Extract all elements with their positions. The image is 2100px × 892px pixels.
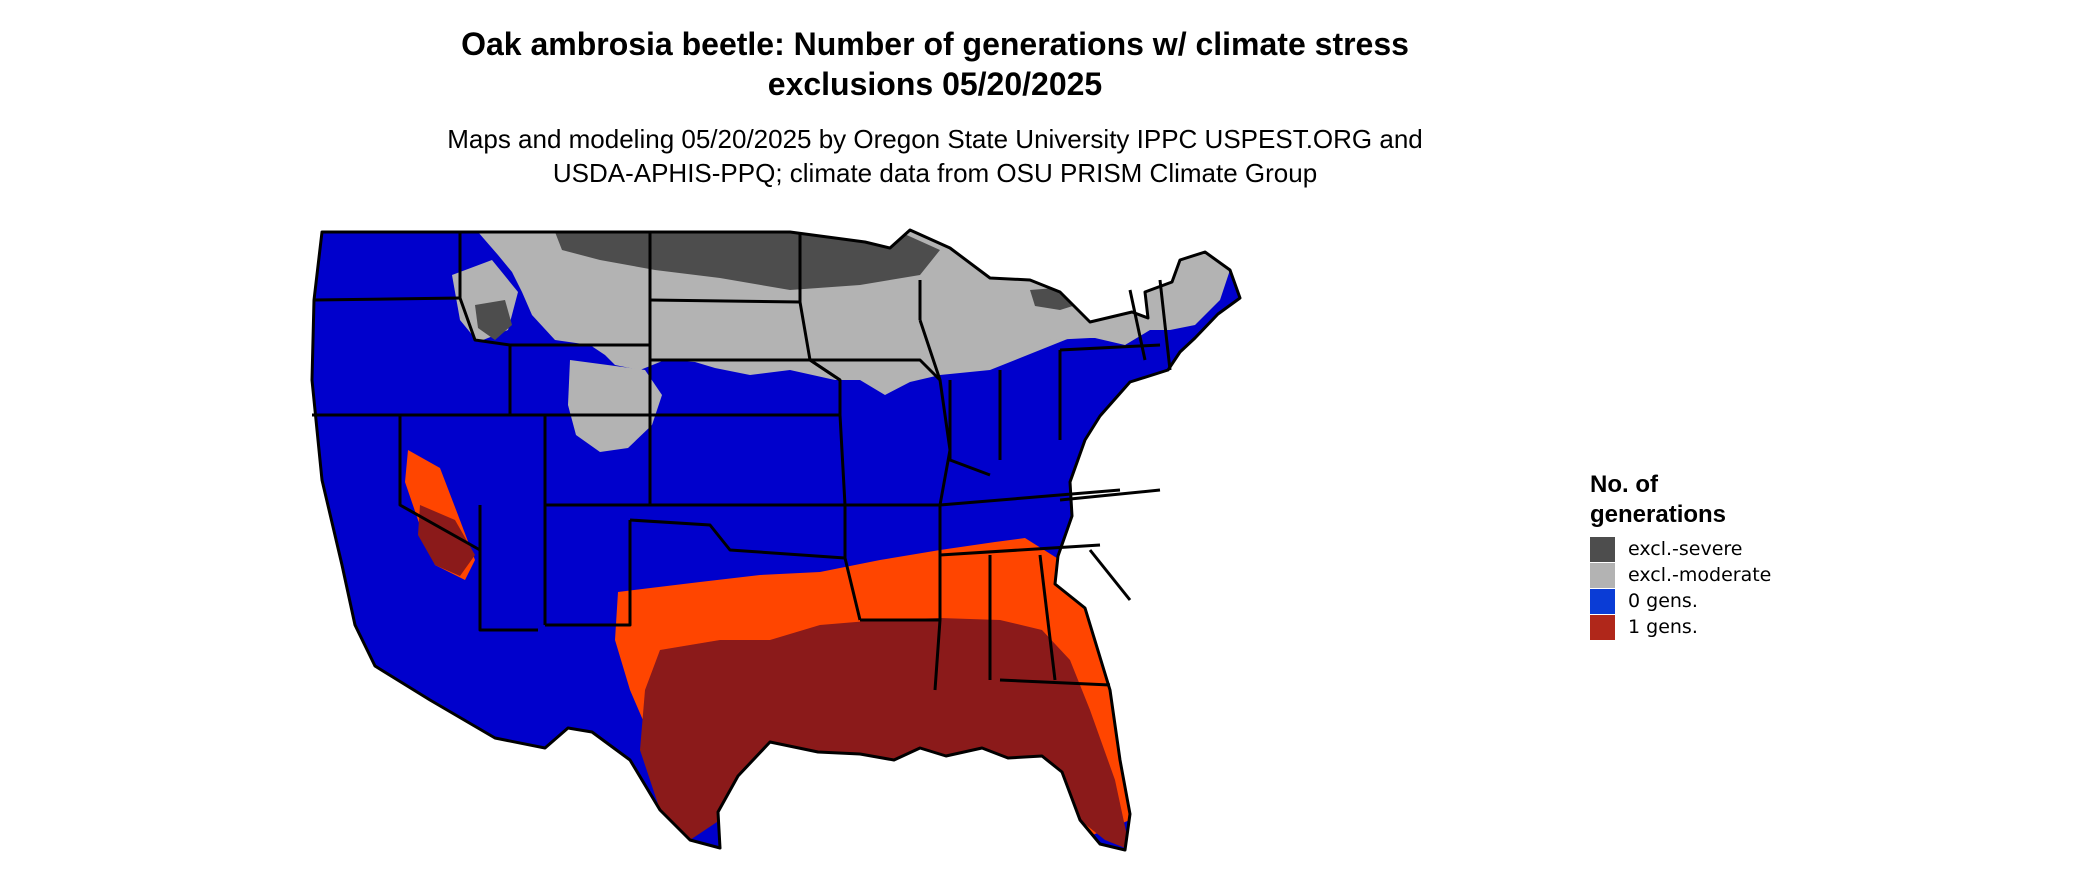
border-ny-vt — [1128, 289, 1147, 361]
border-tn-south — [939, 543, 1101, 557]
one-gen-red-gulf — [640, 618, 1130, 850]
border-nd-sd — [649, 298, 801, 304]
excl-severe-upper-michigan — [1030, 286, 1092, 310]
border-az-nm — [478, 505, 538, 632]
legend-items: excl.-severe excl.-moderate 0 gens. 1 gens. — [1590, 536, 1850, 640]
us-outline — [310, 228, 1242, 852]
border-va-nc — [1059, 488, 1161, 502]
excl-moderate-colorado — [568, 360, 662, 452]
border-nv-az — [398, 415, 481, 552]
legend-item: 0 gens. — [1590, 588, 1850, 614]
legend-swatch — [1590, 536, 1615, 562]
border-ky-tn — [939, 488, 1121, 507]
legend-swatch — [1590, 614, 1615, 640]
map-title-line-2: exclusions 05/20/2025 — [767, 66, 1103, 102]
map-legend: No. of generations excl.-severe excl.-mod… — [1590, 470, 1850, 640]
border-ga-fl — [999, 678, 1111, 687]
legend-swatch — [1590, 562, 1615, 588]
legend-label: 0 gens. — [1628, 590, 1698, 612]
us-generations-map — [310, 228, 1242, 852]
border-ia-mo — [810, 358, 942, 382]
legend-label: excl.-severe — [1628, 538, 1743, 560]
excl-severe-wyoming-patch — [475, 300, 512, 340]
legend-title-line-2: generations — [1590, 501, 1727, 528]
state-borders — [310, 228, 1242, 852]
border-mn-wi-ia — [798, 232, 862, 621]
legend-swatch — [1590, 588, 1615, 614]
map-subtitle: Maps and modeling 05/20/2025 by Oregon S… — [0, 122, 1870, 190]
border-mississippi-river — [918, 319, 952, 691]
legend-label: excl.-moderate — [1628, 564, 1772, 586]
legend-title-line-1: No. of — [1590, 471, 1658, 498]
map-title-line-1: Oak ambrosia beetle: Number of generatio… — [461, 26, 1409, 62]
legend-item: excl.-severe — [1590, 536, 1850, 562]
border-new-england — [1158, 279, 1172, 371]
map-subtitle-line-1: Maps and modeling 05/20/2025 by Oregon S… — [447, 124, 1423, 154]
border-nm-tx — [545, 520, 632, 627]
border-ga-sc — [1088, 549, 1132, 601]
border-id-wyo — [458, 232, 512, 415]
border-ok-tx — [629, 518, 846, 560]
map-title: Oak ambrosia beetle: Number of generatio… — [0, 24, 1870, 104]
legend-item: 1 gens. — [1590, 614, 1850, 640]
legend-title: No. of generations — [1590, 470, 1850, 530]
border-il-in — [948, 380, 991, 477]
border-wa-or — [313, 296, 461, 302]
legend-item: excl.-moderate — [1590, 562, 1850, 588]
legend-label: 1 gens. — [1628, 616, 1698, 638]
map-subtitle-line-2: USDA-APHIS-PPQ; climate data from OSU PR… — [552, 158, 1318, 188]
border-al-ga — [1038, 554, 1057, 681]
